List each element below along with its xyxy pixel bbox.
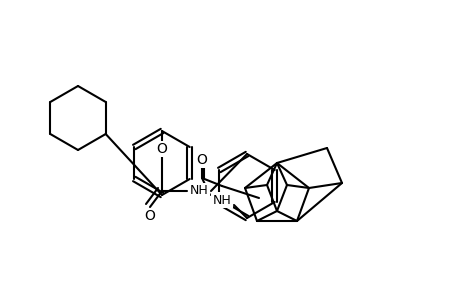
Text: O: O	[196, 153, 207, 167]
Text: NH: NH	[212, 194, 231, 206]
Text: NH: NH	[189, 184, 208, 197]
Text: O: O	[156, 142, 167, 156]
Text: O: O	[144, 209, 155, 223]
